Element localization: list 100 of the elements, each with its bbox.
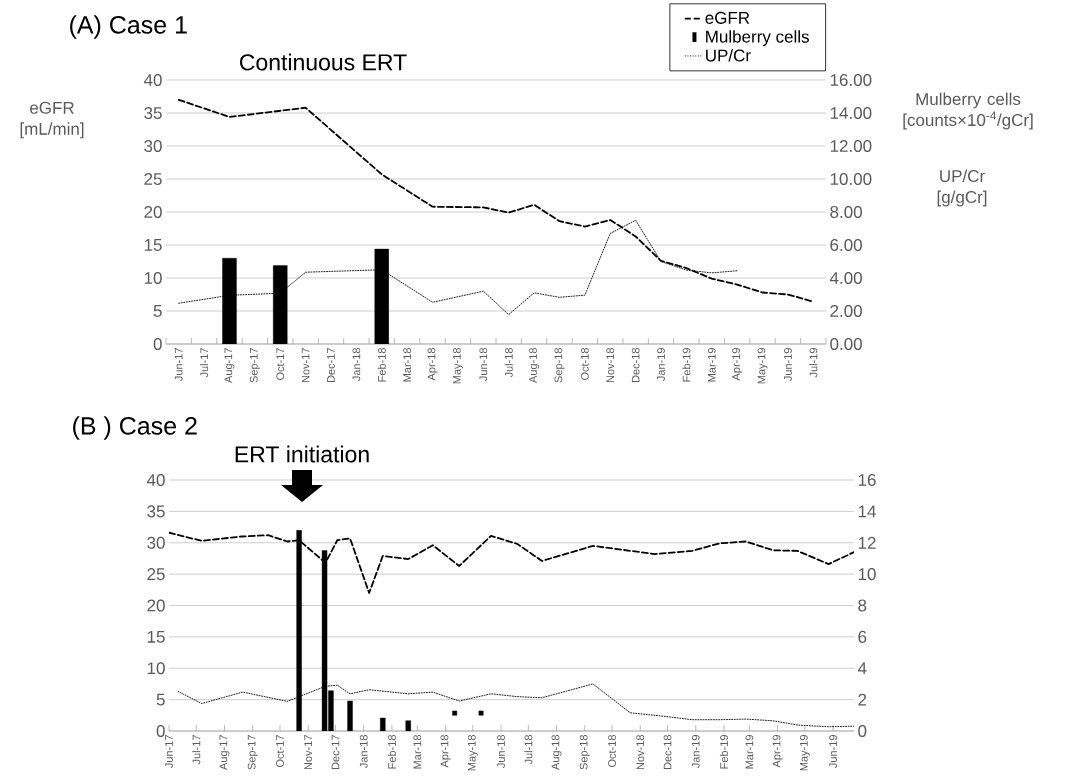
legend-label: eGFR <box>705 11 750 24</box>
x-tick-label: Dec-18 <box>663 735 672 770</box>
x-tick-label: Jan-18 <box>352 348 361 381</box>
y2-tick-label: 2 <box>858 693 867 706</box>
x-tick-label: Jul-18 <box>504 348 513 378</box>
x-tick-label: Jan-19 <box>657 348 665 381</box>
x-tick-label: Aug-18 <box>529 348 540 383</box>
x-tick-label: Oct-17 <box>276 348 285 381</box>
x-tick-label: Dec-17 <box>331 735 340 770</box>
y2-tick-label: 16 <box>858 473 876 487</box>
x-tick-label: Feb-19 <box>682 348 691 382</box>
x-tick-label: Aug-17 <box>219 735 230 770</box>
y2-tick-label: 4.00 <box>829 271 862 285</box>
x-tick-label: Jun-19 <box>784 348 792 381</box>
x-tick-label: Jul-17 <box>200 348 209 378</box>
x-tick-label: Jun-19 <box>829 735 837 768</box>
y-axis-title: eGFR [mL/min] <box>20 101 84 139</box>
x-tick-label: Feb-19 <box>719 735 728 769</box>
y-tick-label: 35 <box>147 505 165 518</box>
y2-tick-label: 16.00 <box>830 73 872 87</box>
y-tick-label: 20 <box>144 205 162 219</box>
y2-tick-label: 10.00 <box>830 172 872 186</box>
y-tick-label: 20 <box>147 599 165 612</box>
x-tick-label: May-19 <box>757 348 768 384</box>
x-tick-label: Oct-18 <box>580 348 589 381</box>
y-tick-label: 30 <box>147 536 165 549</box>
y2-tick-label: 2.00 <box>830 304 862 318</box>
x-tick-label: Aug-18 <box>551 735 562 770</box>
y2-tick-label: 0.00 <box>830 337 862 351</box>
y2-tick-label: 14 <box>858 505 876 518</box>
x-tick-label: Mar-18 <box>403 348 412 382</box>
x-tick-label: Aug-17 <box>224 348 235 383</box>
legend-label: UP/Cr <box>706 49 751 62</box>
x-tick-label: May-18 <box>467 735 478 771</box>
y2-tick-label: 8.00 <box>830 205 862 219</box>
y2-tick-label: 12 <box>858 536 876 549</box>
y-tick-label: 40 <box>143 73 162 87</box>
x-tick-label: Nov-18 <box>636 735 645 770</box>
x-tick-label: Sep-17 <box>249 348 260 383</box>
legend-label: Mulberry cells <box>706 30 809 47</box>
x-tick-label: Jun-18 <box>497 735 505 768</box>
x-tick-label: Nov-17 <box>304 735 313 770</box>
x-tick-label: Jul-17 <box>192 735 201 765</box>
y2-tick-label: 14.00 <box>830 106 872 120</box>
y2-tick-label: 0 <box>858 724 867 738</box>
x-tick-label: Jun-18 <box>479 348 488 381</box>
x-tick-label: Apr-19 <box>772 735 783 768</box>
x-tick-label: May-18 <box>452 348 463 384</box>
x-tick-label: Jan-19 <box>691 735 700 768</box>
y-tick-label: 40 <box>146 473 165 487</box>
x-tick-label: Oct-18 <box>608 735 616 768</box>
y-tick-label: 10 <box>144 271 162 285</box>
y-tick-label: 15 <box>147 630 165 643</box>
y-tick-label: 5 <box>153 305 162 317</box>
y2-tick-label: 10 <box>858 568 876 581</box>
y2-tick-label: 12.00 <box>830 139 872 153</box>
chart-subtitle: Continuous ERT <box>240 53 407 71</box>
text: ERT initiation <box>235 445 369 463</box>
y-tick-label: 5 <box>156 693 165 706</box>
x-tick-label: Dec-18 <box>631 348 640 383</box>
x-tick-label: Nov-18 <box>606 348 615 383</box>
x-tick-label: Jul-19 <box>809 348 818 378</box>
y-tick-label: 25 <box>144 172 162 186</box>
x-tick-label: Feb-18 <box>387 735 396 769</box>
x-tick-label: Dec-17 <box>327 348 335 383</box>
x-tick-label: Mar-19 <box>707 348 716 382</box>
x-tick-label: Nov-17 <box>301 348 310 383</box>
bar <box>380 717 386 731</box>
x-tick-label: Mar-18 <box>413 735 422 769</box>
x-tick-label: Sep-17 <box>247 735 258 770</box>
y-tick-label: 30 <box>144 139 162 153</box>
x-tick-label: Apr-18 <box>427 348 438 381</box>
bar <box>347 700 353 731</box>
y-tick-label: 0 <box>153 337 162 351</box>
y-tick-label: 15 <box>144 239 162 251</box>
x-tick-label: Jun-17 <box>165 735 173 768</box>
x-tick-label: Jan-18 <box>359 735 368 768</box>
text: UP/Cr [g/gCr] <box>937 169 987 207</box>
x-tick-label: Sep-18 <box>579 735 590 770</box>
y-tick-label: 10 <box>147 662 165 675</box>
y2-axis-title: Mulberry cells [counts×10$^{-4}$/gCr] <box>903 92 1033 130</box>
x-tick-label: Sep-18 <box>554 348 565 383</box>
y2-tick-label: 4 <box>857 662 867 675</box>
x-tick-label: Jun-17 <box>174 348 183 381</box>
bar <box>405 720 411 731</box>
x-tick-label: Apr-19 <box>732 348 743 381</box>
x-tick-label: Jul-18 <box>524 735 533 765</box>
y2-tick-label: 8 <box>858 599 867 612</box>
y-tick-label: 35 <box>144 106 162 120</box>
x-tick-label: Feb-18 <box>377 348 386 382</box>
y-tick-label: 25 <box>147 568 165 581</box>
x-tick-label: Oct-17 <box>276 735 284 768</box>
y2-tick-label: 6 <box>858 630 867 643</box>
chart-title: (A) Case 1 <box>70 15 187 39</box>
x-tick-label: May-19 <box>799 735 810 771</box>
x-tick-label: Mar-19 <box>745 735 754 769</box>
chart-title: (B ) Case 2 <box>73 416 197 440</box>
y2-tick-label: 6.00 <box>830 238 862 252</box>
x-tick-label: Apr-18 <box>440 735 451 768</box>
y-tick-label: 0 <box>156 724 165 738</box>
